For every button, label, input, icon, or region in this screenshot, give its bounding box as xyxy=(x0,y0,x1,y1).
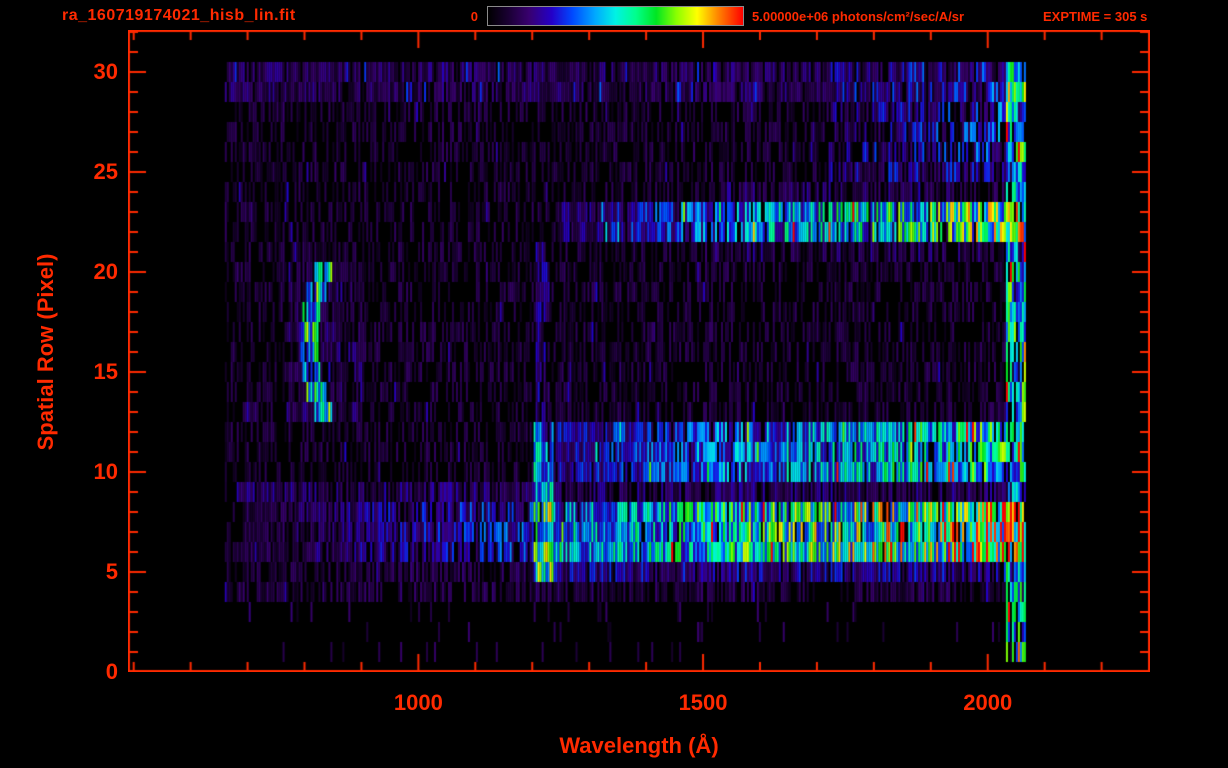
file-title: ra_160719174021_hisb_lin.fit xyxy=(62,7,296,24)
y-tick-label: 20 xyxy=(93,259,118,284)
y-axis-title: Spatial Row (Pixel) xyxy=(33,253,58,451)
spectral-heatmap-canvas xyxy=(128,30,1150,672)
x-tick-label: 2000 xyxy=(963,690,1013,715)
colorbar-max-label: 5.00000e+06 photons/cm²/sec/A/sr xyxy=(752,9,965,24)
colorbar-gradient xyxy=(487,6,744,26)
y-tick-label: 10 xyxy=(93,459,118,484)
y-tick-label: 30 xyxy=(93,59,118,84)
exptime-label: EXPTIME = 305 s xyxy=(1043,9,1148,24)
y-tick-label: 0 xyxy=(105,659,118,684)
x-axis-title: Wavelength (Å) xyxy=(559,733,719,758)
y-tick-label: 25 xyxy=(93,159,118,184)
x-tick-label: 1500 xyxy=(678,690,728,715)
y-tick-label: 15 xyxy=(93,359,118,384)
colorbar-min-label: 0 xyxy=(470,9,478,24)
x-tick-label: 1000 xyxy=(393,690,443,715)
y-tick-label: 5 xyxy=(105,559,118,584)
